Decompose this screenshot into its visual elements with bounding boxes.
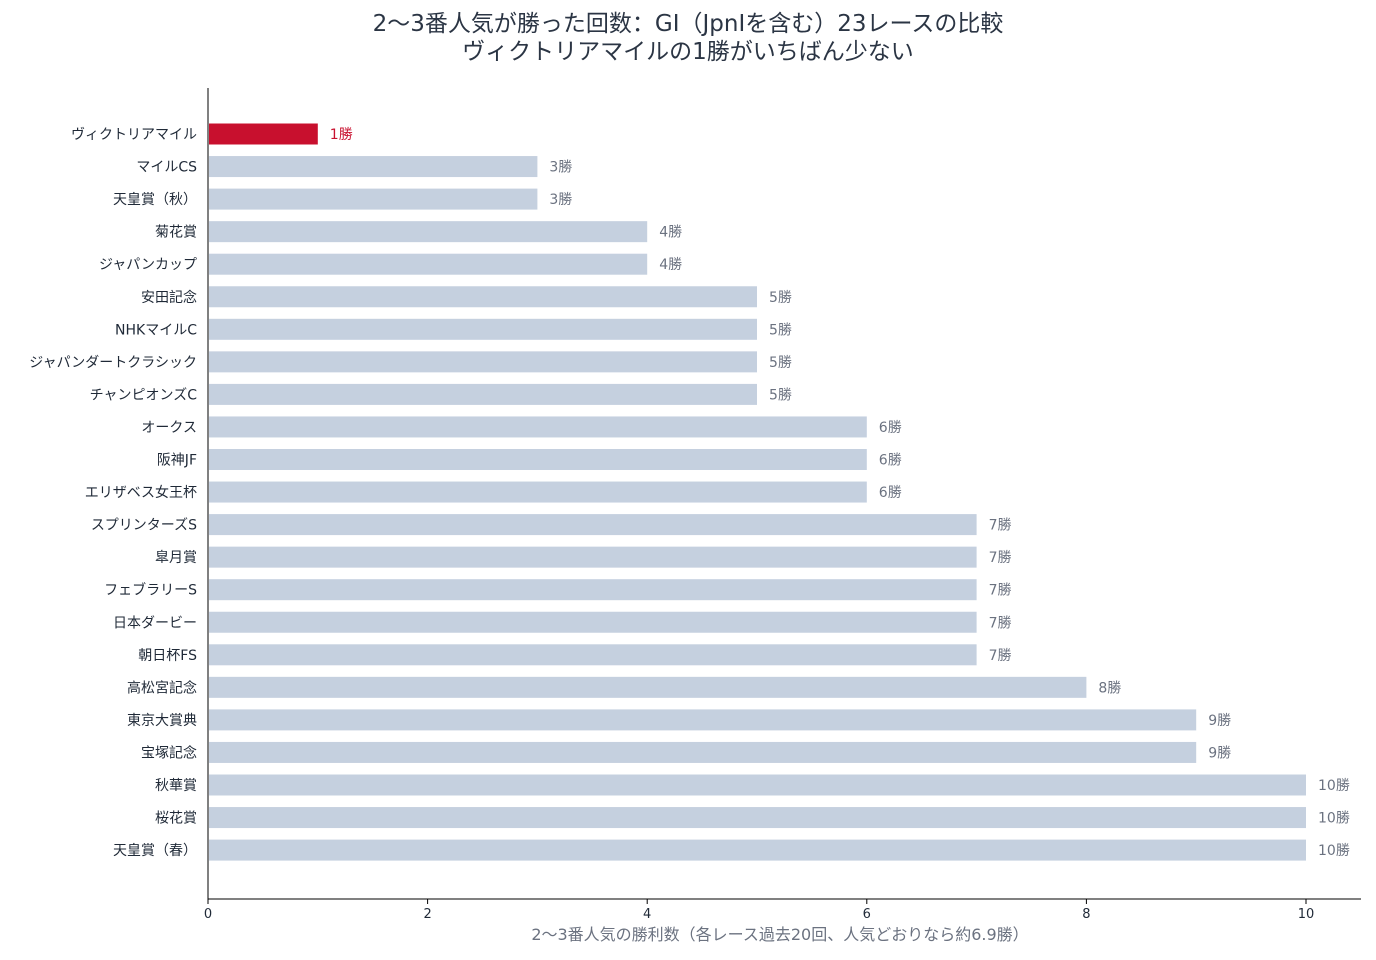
chart-subtitle: ヴィクトリアマイルの1勝がいちばん少ない [462, 39, 914, 65]
category-label: 宝塚記念 [141, 744, 197, 761]
category-label: 高松宮記念 [127, 679, 197, 696]
category-label: 秋華賞 [155, 778, 197, 794]
value-label: 5勝 [769, 387, 792, 403]
category-label: 朝日杯FS [138, 648, 197, 664]
category-label: 桜花賞 [155, 811, 197, 827]
bar-6 [209, 318, 757, 340]
value-label: 9勝 [1208, 745, 1231, 761]
x-tick-label: 2 [423, 907, 431, 922]
axes-group [207, 88, 1361, 900]
category-label: ジャパンダートクラシック [29, 355, 197, 371]
category-label: 天皇賞（秋） [113, 192, 197, 208]
bar-17 [209, 676, 1087, 698]
value-label: 7勝 [989, 518, 1012, 534]
category-label: マイルCS [136, 160, 197, 176]
value-label: 5勝 [769, 322, 792, 338]
category-label: オークス [141, 420, 197, 436]
bar-13 [209, 546, 977, 568]
x-tick-label: 10 [1298, 907, 1315, 922]
category-label: チャンピオンズC [90, 387, 198, 403]
category-label: 東京大賞典 [127, 713, 197, 729]
chart-title-line: 2〜3番人気が勝った回数：GⅠ（JpnⅠを含む）23レースの比較 [372, 11, 1004, 37]
bar-8 [209, 383, 757, 405]
category-label: 皐月賞 [155, 549, 197, 566]
value-label: 1勝 [330, 127, 353, 143]
category-label: 阪神JF [157, 453, 197, 469]
value-label: 6勝 [879, 453, 902, 469]
value-label: 3勝 [549, 160, 572, 176]
bar-4 [209, 253, 648, 275]
bar-3 [209, 221, 648, 243]
x-tick-label: 4 [643, 907, 651, 922]
category-label: エリザベス女王杯 [85, 484, 197, 501]
value-label: 6勝 [879, 485, 902, 501]
x-tick-label: 0 [204, 907, 212, 922]
bar-21 [209, 807, 1306, 829]
bar-11 [209, 481, 867, 503]
category-label: 天皇賞（春） [113, 843, 197, 859]
category-label: ヴィクトリアマイル [71, 126, 197, 143]
bar-15 [209, 611, 977, 633]
chart-title: 2〜3番人気が勝った回数：GⅠ（JpnⅠを含む）23レースの比較 ヴィクトリアマ… [0, 10, 1376, 66]
bar-9 [209, 416, 867, 438]
value-label: 10勝 [1318, 811, 1350, 827]
x-tick-label: 6 [863, 907, 871, 922]
category-label: 菊花賞 [155, 225, 197, 241]
category-label: スプリンターズS [91, 518, 197, 534]
bar-20 [209, 774, 1306, 796]
bar-14 [209, 579, 977, 601]
value-label: 4勝 [659, 225, 682, 241]
bar-10 [209, 449, 867, 470]
value-label: 7勝 [989, 583, 1012, 599]
bar-0 [209, 123, 318, 145]
bar-2 [209, 188, 538, 210]
category-label: 安田記念 [141, 289, 197, 306]
bar-16 [209, 644, 977, 666]
bar-1 [209, 156, 538, 178]
value-label: 9勝 [1208, 713, 1231, 729]
category-label: フェブラリーS [104, 582, 197, 599]
value-label: 5勝 [769, 355, 792, 371]
value-label: 3勝 [549, 192, 572, 208]
bar-7 [209, 351, 757, 373]
value-label: 10勝 [1318, 843, 1350, 859]
value-label: 7勝 [989, 615, 1012, 631]
x-tick-label: 8 [1082, 907, 1090, 922]
value-label: 7勝 [989, 648, 1012, 664]
value-label: 10勝 [1318, 778, 1350, 794]
category-label: ジャパンカップ [99, 257, 197, 273]
value-label: 6勝 [879, 420, 902, 436]
x-ticks-group: 0 2 4 6 8 10 [204, 899, 1314, 922]
value-label: 7勝 [989, 550, 1012, 566]
bar-12 [209, 514, 977, 536]
bar-18 [209, 709, 1197, 731]
x-axis-label: 2〜3番人気の勝利数（各レース過去20回、人気どおりなら約6.9勝） [531, 925, 1028, 944]
bar-22 [209, 839, 1306, 861]
category-label: NHKマイルC [115, 322, 197, 338]
value-label: 5勝 [769, 290, 792, 306]
bar-19 [209, 741, 1197, 763]
value-label: 4勝 [659, 257, 682, 273]
bar-5 [209, 286, 757, 308]
category-label: 日本ダービー [113, 615, 197, 631]
value-label: 8勝 [1098, 680, 1121, 696]
